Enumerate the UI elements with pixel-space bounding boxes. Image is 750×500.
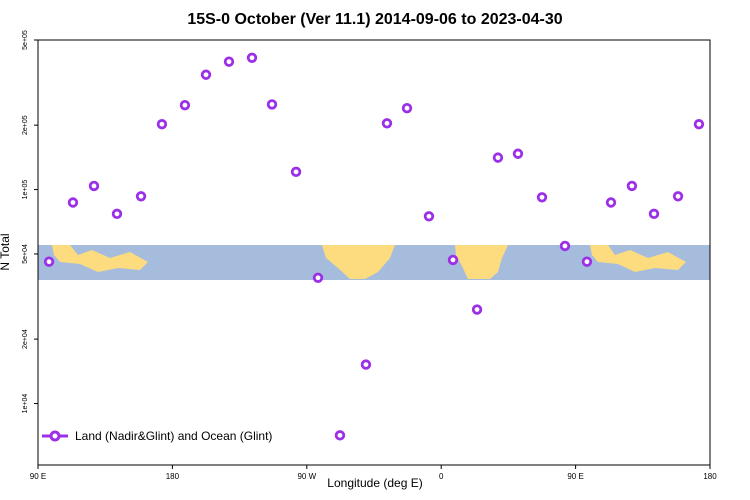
x-tick-label: 90 E [567,472,583,481]
data-point [512,148,524,159]
data-point [223,56,235,67]
map-band [38,245,710,280]
data-point [605,197,617,208]
chart-title: 15S-0 October (Ver 11.1) 2014-09-06 to 2… [187,11,562,28]
data-point [648,208,660,220]
data-point [156,119,168,130]
y-tick-label: 1e+05 [22,180,29,200]
legend-marker [49,430,61,442]
data-point [179,99,191,111]
y-axis-label: N Total [0,233,12,270]
data-point [381,118,393,129]
data-point [626,180,638,192]
data-point [492,152,504,163]
x-tick-label: 180 [703,472,717,481]
data-point [111,208,123,220]
data-point [423,211,435,222]
data-point [559,240,571,252]
x-tick-label: 90 E [30,472,46,481]
legend-label: Land (Nadir&Glint) and Ocean (Glint) [75,429,272,443]
data-point [581,256,593,267]
data-point [88,180,100,192]
data-point [200,69,212,80]
y-tick-label: 1e+04 [22,394,29,414]
data-point [135,191,147,202]
data-point [290,166,302,178]
data-point [693,119,705,130]
data-point [67,197,79,208]
legend: Land (Nadir&Glint) and Ocean (Glint) [42,429,272,443]
y-tick-label: 5e+04 [22,244,29,264]
data-point [312,272,324,283]
x-axis-label: Longitude (deg E) [327,476,422,490]
y-tick-label: 2e+05 [22,115,29,135]
data-point [266,99,278,110]
data-point [334,430,346,441]
data-point [43,256,55,267]
x-tick-label: 90 W [297,472,316,481]
data-point [360,359,372,370]
data-point [672,191,684,202]
data-point [471,304,483,315]
data-point [536,192,548,203]
data-point [447,254,459,266]
data-point [246,52,258,63]
x-tick-label: 180 [166,472,180,481]
x-tick-label: 0 [439,472,444,481]
plot-frame [37,39,711,466]
data-point [401,103,413,114]
y-tick-label: 5e+05 [22,30,29,50]
y-tick-label: 2e+04 [22,329,29,349]
